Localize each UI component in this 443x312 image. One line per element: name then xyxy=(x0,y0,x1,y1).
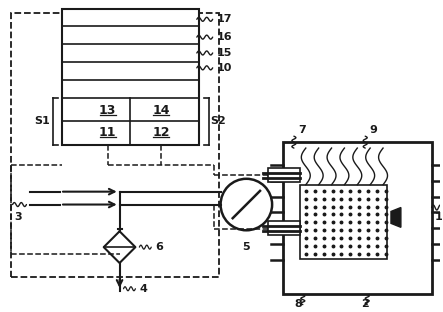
Bar xyxy=(283,142,431,294)
Bar xyxy=(300,185,387,259)
Text: 4: 4 xyxy=(140,284,147,294)
Text: 13: 13 xyxy=(99,104,117,117)
Text: 2: 2 xyxy=(361,299,369,309)
Polygon shape xyxy=(391,207,401,227)
Text: 9: 9 xyxy=(369,125,377,135)
Text: 6: 6 xyxy=(155,242,163,252)
Bar xyxy=(268,168,300,182)
Bar xyxy=(11,13,218,277)
Bar xyxy=(268,222,300,235)
Text: S2: S2 xyxy=(211,116,226,126)
Text: 16: 16 xyxy=(217,32,232,42)
Text: 5: 5 xyxy=(242,242,250,252)
Text: 1: 1 xyxy=(435,212,442,222)
Text: 10: 10 xyxy=(217,63,232,73)
Text: 11: 11 xyxy=(99,126,117,139)
Text: 17: 17 xyxy=(217,14,232,24)
Text: S1: S1 xyxy=(35,116,50,126)
Text: 8: 8 xyxy=(294,299,302,309)
Bar xyxy=(62,9,199,145)
Text: 7: 7 xyxy=(298,125,306,135)
Text: 15: 15 xyxy=(217,48,232,58)
Text: 14: 14 xyxy=(152,104,170,117)
Text: 12: 12 xyxy=(152,126,170,139)
Text: 3: 3 xyxy=(15,212,22,222)
